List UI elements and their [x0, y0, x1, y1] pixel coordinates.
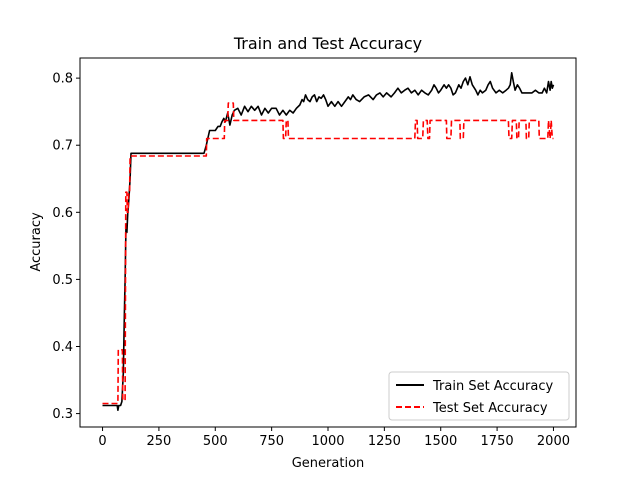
x-tick-label: 250 — [146, 434, 171, 449]
x-tick-label: 1500 — [424, 434, 457, 449]
legend-label-test: Test Set Accuracy — [432, 401, 548, 416]
y-axis-label: Accuracy — [29, 212, 44, 272]
y-tick-label: 0.4 — [52, 340, 73, 355]
legend-label-train: Train Set Accuracy — [432, 379, 553, 394]
chart-title: Train and Test Accuracy — [233, 34, 422, 53]
y-tick-label: 0.5 — [52, 273, 73, 288]
x-tick-label: 750 — [259, 434, 284, 449]
y-tick-label: 0.3 — [52, 407, 73, 422]
y-tick-label: 0.7 — [52, 139, 73, 154]
x-tick-label: 500 — [203, 434, 228, 449]
x-axis-label: Generation — [292, 456, 365, 471]
y-tick-label: 0.6 — [52, 206, 73, 221]
y-axis: 0.3 0.4 0.5 0.6 0.7 0.8 — [52, 72, 80, 422]
y-tick-label: 0.8 — [52, 72, 73, 87]
x-tick-label: 1250 — [368, 434, 401, 449]
x-tick-label: 0 — [98, 434, 106, 449]
legend-box — [388, 371, 570, 421]
x-tick-label: 1750 — [481, 434, 514, 449]
x-axis: 0 250 500 750 1000 1250 1500 1750 2000 — [98, 427, 570, 449]
plot-series — [102, 72, 555, 411]
x-tick-label: 1000 — [311, 434, 344, 449]
legend: Train Set Accuracy Test Set Accuracy — [388, 371, 570, 421]
x-tick-label: 2000 — [537, 434, 570, 449]
series-line-test — [102, 102, 554, 405]
